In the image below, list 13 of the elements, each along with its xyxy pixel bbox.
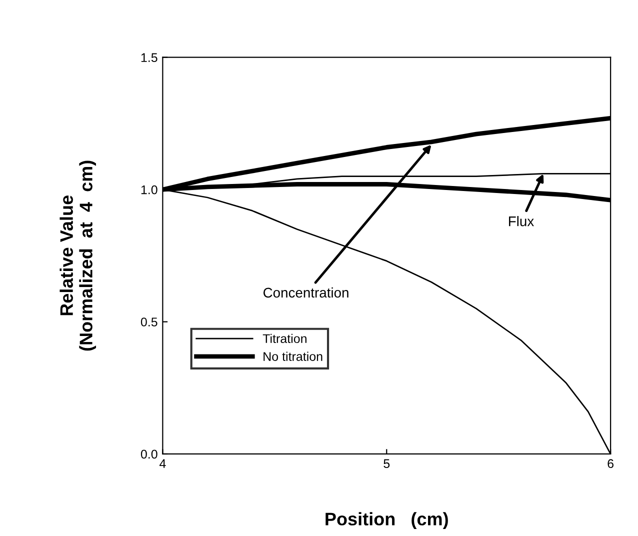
x-tick-label: 5 (384, 459, 390, 468)
y-tick-label: 0.0 (140, 450, 158, 459)
x-axis-title: Position (cm) (326, 512, 448, 530)
annotation: Concentration (263, 287, 348, 298)
x-tick-label: 4 (160, 459, 166, 468)
y-tick-label: 1.0 (141, 185, 158, 194)
y-axis-title: Relative Value (Normalized at 4 cm) (60, 160, 96, 351)
x-tick-label: 6 (608, 459, 614, 468)
legend-label: Titration (262, 334, 306, 344)
annotation: Flux (509, 216, 534, 226)
y-tick-label: 1.5 (141, 53, 158, 62)
y-tick-label: 0.5 (140, 318, 158, 326)
legend-label: No titration (264, 352, 322, 361)
